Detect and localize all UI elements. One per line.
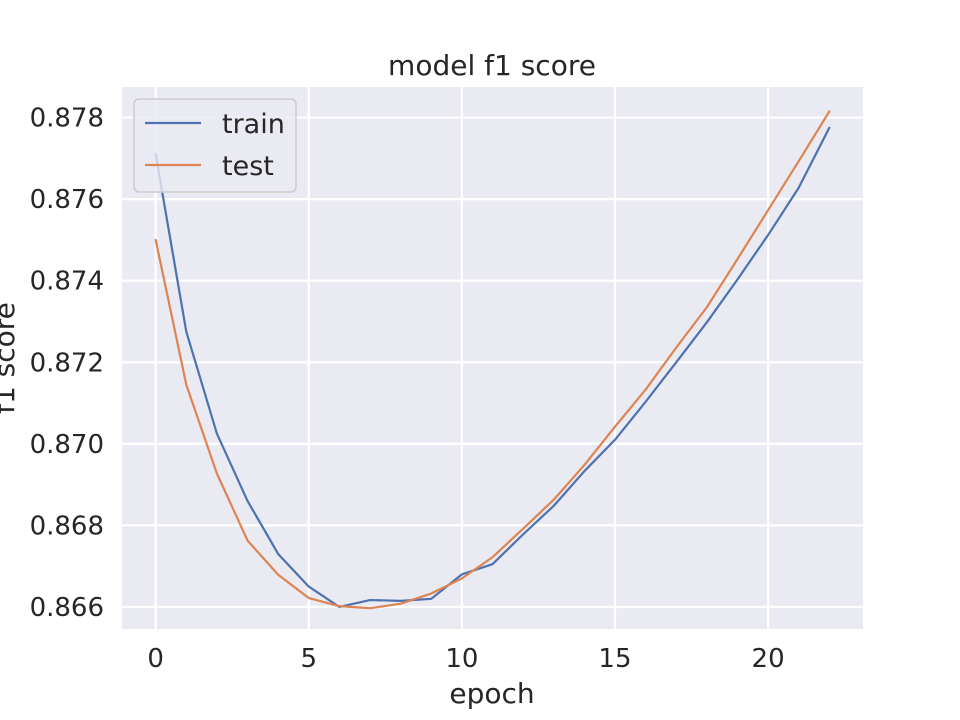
x-tick-label: 15 — [598, 644, 631, 674]
x-tick-label: 5 — [301, 644, 318, 674]
x-tick-label: 20 — [752, 644, 785, 674]
legend: train test — [133, 98, 297, 193]
y-axis-label: f1 score — [0, 302, 21, 414]
y-tick-label: 0.868 — [30, 511, 104, 541]
x-tick-label: 0 — [147, 644, 164, 674]
grid-lines — [122, 87, 863, 629]
series-line-test — [154, 110, 831, 610]
y-tick-label: 0.874 — [30, 267, 104, 297]
x-axis-label: epoch — [449, 677, 534, 710]
y-tick-label: 0.878 — [30, 104, 104, 134]
series-line-train — [154, 126, 831, 609]
series-lines — [154, 110, 831, 610]
x-tick-label: 10 — [445, 644, 478, 674]
y-tick-label: 0.866 — [30, 593, 104, 623]
legend-label-train: train — [222, 109, 285, 140]
y-tick-label: 0.876 — [30, 185, 104, 215]
y-tick-label: 0.870 — [30, 430, 104, 460]
y-tick-label: 0.872 — [30, 348, 104, 378]
chart-title: model f1 score — [388, 49, 596, 82]
tick-labels: 0 5 10 15 20 0.866 0.868 0.870 0.872 0.874 0.876 0.… — [30, 104, 785, 674]
legend-label-test: test — [222, 151, 274, 182]
